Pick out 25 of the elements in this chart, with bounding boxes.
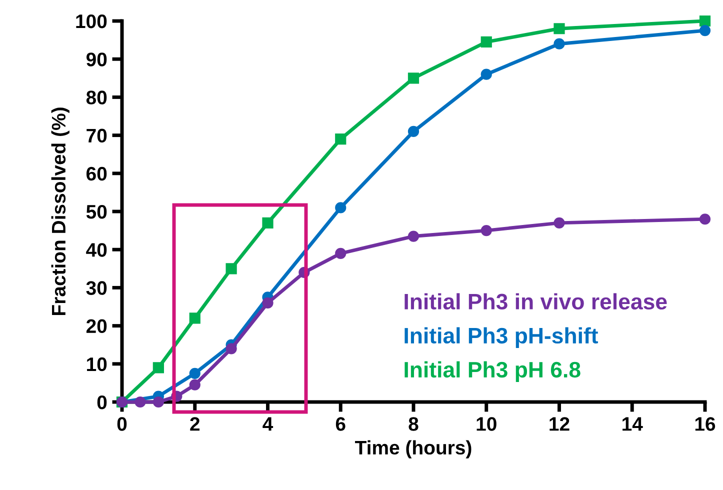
text: Initial Ph3 in vivo release: [404, 293, 667, 310]
y-tick-label: 80: [86, 90, 107, 104]
y-tick-label: 50: [86, 204, 107, 219]
x-tick-label: 2: [190, 417, 200, 431]
x-axis-title: Time (hours): [355, 440, 472, 458]
x-tick-label: 12: [550, 417, 570, 431]
text: Initial Ph3 pH-shift: [404, 327, 598, 348]
y-tick-label: 30: [86, 281, 107, 295]
y-tick-label: 70: [86, 128, 107, 143]
x-tick-label: 16: [695, 417, 716, 431]
y-tick-label: 40: [86, 243, 107, 257]
y-tick-label: 0: [97, 395, 107, 410]
x-tick-label: 10: [476, 417, 496, 431]
x-tick-label: 0: [117, 417, 127, 431]
x-tick-label: 14: [622, 417, 643, 431]
y-tick-label: 60: [86, 166, 107, 181]
y-tick-label: 100: [76, 14, 107, 28]
x-tick-label: 4: [262, 417, 274, 431]
y-tick-label: 10: [87, 357, 107, 372]
x-tick-label: 6: [336, 417, 346, 431]
x-tick-label: 8: [408, 417, 418, 431]
y-tick-label: 90: [86, 52, 107, 66]
text: Initial Ph3 pH 6.8: [404, 361, 580, 382]
y-tick-label: 20: [86, 319, 107, 334]
y-axis-title: Fraction Dissolved (%): [51, 108, 70, 315]
